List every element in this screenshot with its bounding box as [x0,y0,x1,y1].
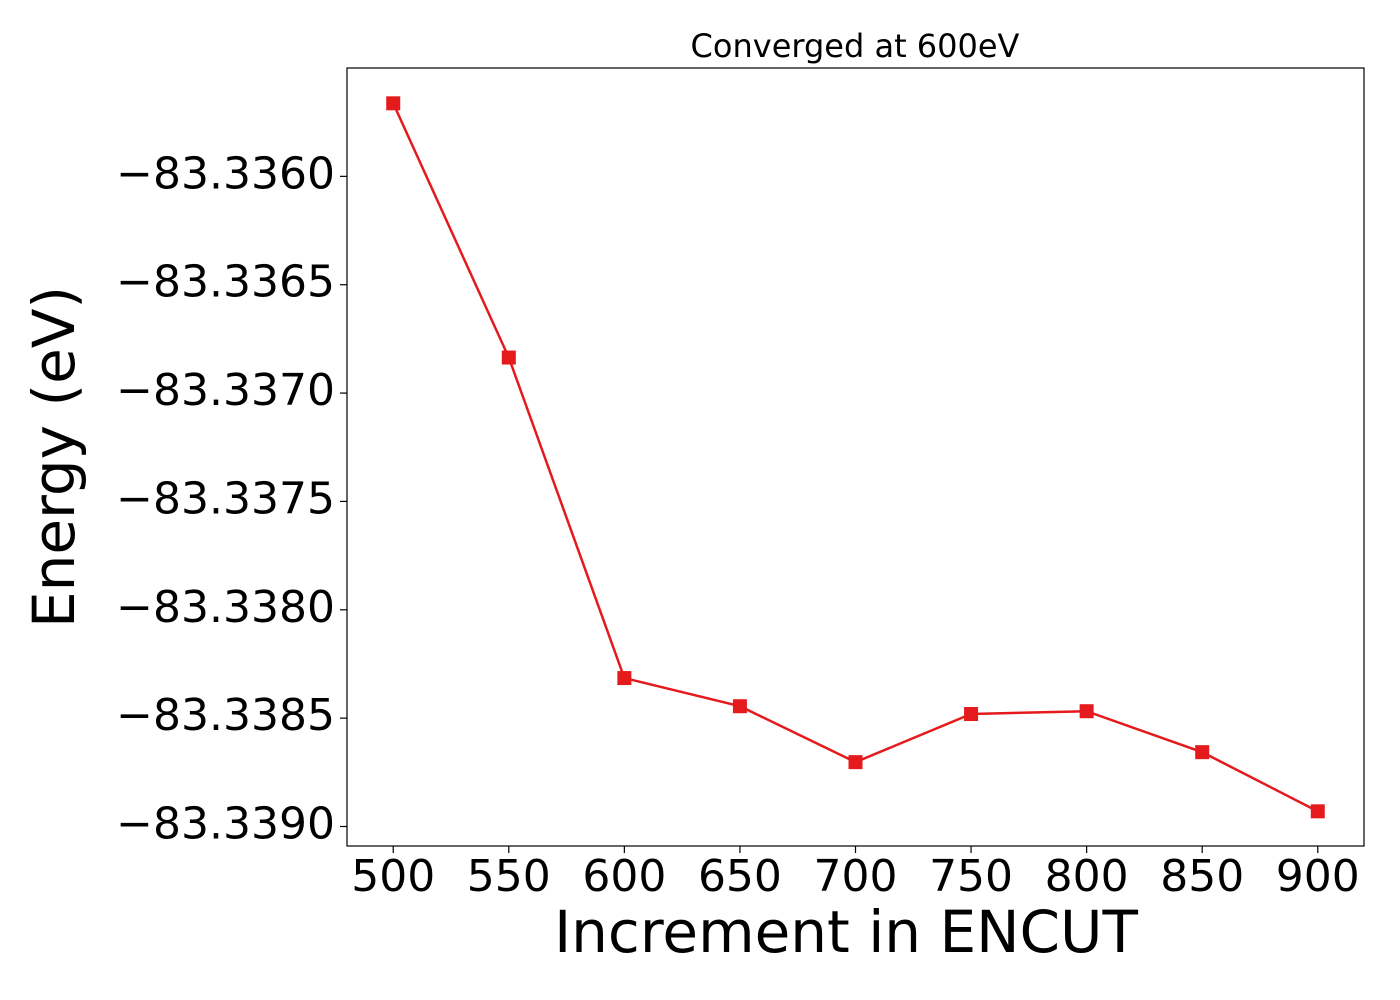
x-tick-label: 800 [1045,851,1129,902]
x-tick-label: 550 [467,851,551,902]
plot-frame [346,67,1365,847]
y-tick-label: −83.3365 [116,257,335,308]
marker [501,350,516,365]
marker [964,707,979,722]
y-tick-label: −83.3385 [116,690,335,741]
marker [1195,745,1210,760]
y-tick-label: −83.3390 [116,798,335,849]
y-tick-label: −83.3360 [116,148,335,199]
line [392,102,1319,813]
marker [1079,704,1094,719]
x-tick-label: 650 [698,851,782,902]
y-tick-label: −83.3375 [116,473,335,524]
chart-title: Converged at 600eV [691,27,1020,65]
x-tick-label: 600 [582,851,666,902]
x-tick-label: 850 [1160,851,1244,902]
marker [848,755,863,770]
x-tick-label: 750 [929,851,1013,902]
x-axis-label: Increment in ENCUT [554,898,1138,966]
marker [386,96,401,111]
marker [617,671,632,686]
y-tick-label: −83.3370 [116,365,335,416]
marker [1310,804,1325,819]
x-tick-label: 900 [1276,851,1360,902]
marker [732,699,747,714]
y-tick-label: −83.3380 [116,582,335,633]
y-axis-label: Energy (eV) [20,286,88,628]
x-tick-label: 700 [814,851,898,902]
x-tick-label: 500 [351,851,435,902]
